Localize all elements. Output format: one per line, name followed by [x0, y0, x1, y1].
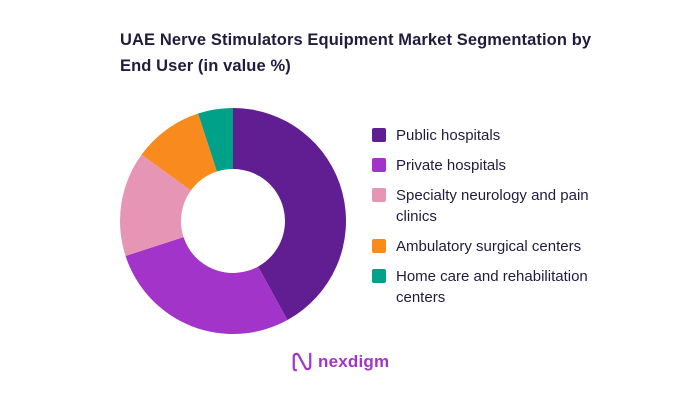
legend-item: Ambulatory surgical centers	[372, 236, 602, 257]
legend-item: Home care and rehabilitation centers	[372, 266, 602, 308]
legend-item: Private hospitals	[372, 155, 602, 176]
legend-swatch	[372, 158, 386, 172]
legend-label: Private hospitals	[396, 157, 507, 174]
chart-title: UAE Nerve Stimulators Equipment Market S…	[120, 31, 592, 75]
legend-label: Public hospitals	[396, 127, 501, 144]
brand-logo-text: nexdigm	[318, 351, 390, 371]
legend-swatch	[372, 128, 386, 142]
nexdigm-logo-icon	[292, 352, 312, 372]
donut-slice-4	[141, 113, 217, 191]
chart-legend: Public hospitals Private hospitals Special…	[372, 125, 602, 317]
legend-label: Ambulatory surgical centers	[396, 238, 582, 255]
legend-swatch	[372, 239, 386, 253]
legend-label: Home care and rehabilitation centers	[396, 268, 588, 306]
legend-swatch	[372, 188, 386, 202]
legend-item: Public hospitals	[372, 125, 602, 146]
donut-slice-2	[125, 237, 288, 334]
legend-label: Specialty neurology and pain clinics	[396, 187, 589, 225]
legend-swatch	[372, 269, 386, 283]
donut-slice-3	[120, 154, 191, 256]
donut-slice-5	[198, 108, 233, 172]
brand-logo: nexdigm	[291, 349, 389, 374]
donut-chart	[120, 108, 346, 334]
legend-item: Specialty neurology and pain clinics	[372, 185, 602, 227]
donut-slice-1	[233, 108, 346, 321]
